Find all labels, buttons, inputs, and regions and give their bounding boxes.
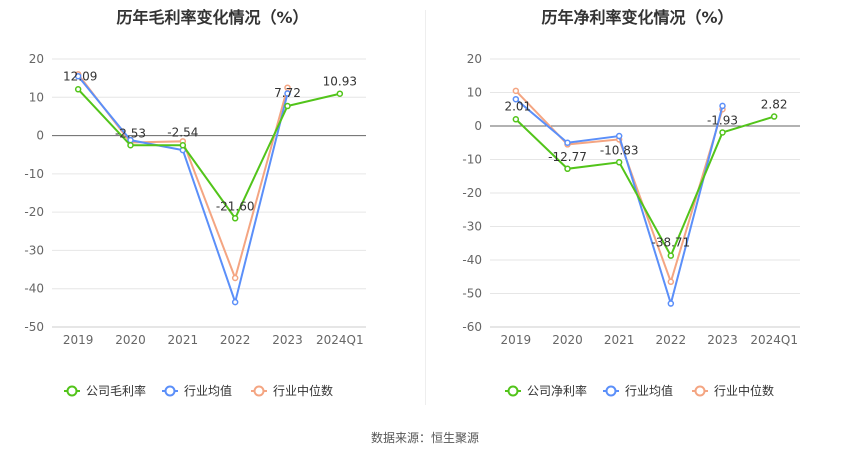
series-line — [515, 115, 775, 258]
data-label: -1.93 — [707, 113, 738, 127]
legend-marker — [66, 385, 78, 397]
net-margin-chart: 20 10 0 -10 -20 -30 -40 -50 -60 2019 2020 2021 2022 2… — [462, 52, 800, 398]
chart-title: 历年净利率变化情况（%） — [541, 8, 734, 27]
y-tick-label: -40 — [24, 282, 44, 296]
data-label: 2.01 — [504, 99, 531, 113]
x-tick-label: 2021 — [168, 333, 199, 347]
data-point — [231, 298, 239, 306]
data-point — [512, 87, 520, 95]
y-tick-label: -50 — [24, 320, 44, 334]
data-label: 12.09 — [63, 69, 97, 83]
data-label: 2.82 — [761, 98, 788, 112]
y-tick-label: -20 — [24, 205, 44, 219]
legend-marker — [507, 385, 519, 397]
data-point — [667, 278, 675, 286]
x-tick-label: 2020 — [115, 333, 146, 347]
y-tick-label: 20 — [467, 52, 482, 66]
legend-item: 公司净利率 — [505, 383, 587, 398]
legend-item: 行业均值 — [603, 383, 673, 398]
y-tick-label: -40 — [462, 253, 482, 267]
data-point — [74, 72, 82, 80]
x-tick-label: 2023 — [272, 333, 303, 347]
x-tick-label: 2021 — [604, 333, 635, 347]
legend-item: 行业中位数 — [251, 383, 333, 398]
data-point — [667, 252, 675, 259]
data-point — [564, 165, 571, 173]
legend-label: 公司毛利率 — [86, 383, 146, 398]
data-point — [719, 129, 726, 136]
data-point — [615, 159, 623, 166]
x-tick-label: 2020 — [552, 333, 583, 347]
legend-item: 行业均值 — [162, 383, 232, 398]
legend-label: 公司净利率 — [527, 383, 587, 398]
legend-label: 行业均值 — [184, 383, 232, 398]
series-line — [77, 73, 289, 282]
y-tick-label: -30 — [24, 243, 44, 257]
data-label: -10.83 — [600, 143, 639, 157]
x-tick-label: 2024Q1 — [750, 333, 798, 347]
x-tick-label: 2023 — [707, 333, 738, 347]
x-tick-label: 2022 — [220, 333, 251, 347]
y-tick-label: 0 — [474, 119, 482, 133]
data-label: -21.60 — [216, 199, 255, 213]
net-margin-panel: 历年净利率变化情况（%） 20 10 0 -10 -20 -30 -40 -50 -60 2019… — [425, 0, 850, 410]
legend-item: 公司毛利率 — [64, 383, 146, 398]
data-point — [284, 102, 291, 110]
y-tick-label: 20 — [29, 52, 44, 66]
gross-margin-chart: 20 10 0 -10 -20 -30 -40 -50 2019 2020 2021 2022 2023… — [24, 52, 366, 398]
legend-label: 行业中位数 — [273, 383, 333, 398]
data-point — [231, 215, 239, 222]
data-point — [74, 86, 82, 93]
y-tick-label: -30 — [462, 220, 482, 234]
y-tick-label: -60 — [462, 320, 482, 334]
data-point — [719, 102, 726, 110]
legend-item: 行业中位数 — [692, 383, 774, 398]
data-label: 10.93 — [323, 75, 357, 89]
y-tick-label: -50 — [462, 287, 482, 301]
legend-label: 行业中位数 — [714, 383, 774, 398]
data-point — [284, 90, 291, 97]
x-tick-label: 2019 — [501, 333, 532, 347]
data-point — [512, 116, 520, 123]
y-tick-label: -20 — [462, 186, 482, 200]
x-tick-label: 2022 — [656, 333, 687, 347]
y-tick-label: -10 — [24, 167, 44, 181]
series-line — [77, 88, 341, 221]
data-label: -12.77 — [548, 150, 587, 164]
gross-margin-panel: 历年毛利率变化情况（%） 20 10 0 -10 -20 -30 -40 -50 2019 202… — [0, 0, 425, 410]
data-point — [615, 132, 623, 140]
data-point — [231, 274, 239, 282]
x-tick-label: 2024Q1 — [316, 333, 364, 347]
data-point — [667, 300, 675, 307]
x-tick-label: 2019 — [63, 333, 94, 347]
legend-marker — [694, 385, 706, 397]
data-label: -38.71 — [651, 236, 690, 250]
legend-marker — [605, 385, 617, 397]
data-point — [770, 113, 778, 120]
legend-marker — [164, 385, 176, 397]
data-point — [336, 90, 344, 97]
panel-divider — [425, 10, 426, 405]
series-line — [77, 75, 289, 306]
data-label: -2.54 — [167, 125, 198, 139]
y-tick-label: -10 — [462, 153, 482, 167]
legend-marker — [253, 385, 265, 397]
y-tick-label: 0 — [36, 129, 44, 143]
data-label: 7.72 — [274, 86, 301, 100]
series-line — [515, 98, 724, 308]
data-point — [179, 142, 187, 149]
chart-title: 历年毛利率变化情况（%） — [116, 8, 309, 27]
y-tick-label: 10 — [29, 90, 44, 104]
data-label: -2.53 — [115, 126, 146, 140]
data-point — [564, 139, 571, 146]
legend-label: 行业均值 — [625, 383, 673, 398]
data-point — [512, 95, 520, 103]
y-tick-label: 10 — [467, 86, 482, 100]
data-source: 数据来源：恒生聚源 — [370, 431, 479, 445]
data-point — [127, 142, 134, 149]
series-line — [515, 90, 724, 285]
